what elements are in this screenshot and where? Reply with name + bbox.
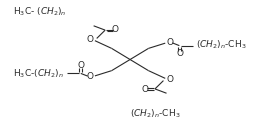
Text: O: O xyxy=(87,72,94,81)
Text: O: O xyxy=(166,38,173,47)
Text: $(CH_2)_n$-CH$_3$: $(CH_2)_n$-CH$_3$ xyxy=(196,39,246,51)
Text: O: O xyxy=(141,85,148,94)
Text: O: O xyxy=(87,35,94,44)
Text: H$_3$C-$(CH_2)_n$: H$_3$C-$(CH_2)_n$ xyxy=(14,68,64,80)
Text: O: O xyxy=(77,61,84,70)
Text: H$_3$C- $(CH_2)_n$: H$_3$C- $(CH_2)_n$ xyxy=(13,6,67,18)
Text: O: O xyxy=(176,49,183,58)
Text: O: O xyxy=(112,25,119,34)
Text: O: O xyxy=(166,75,173,84)
Text: $(CH_2)_n$-CH$_3$: $(CH_2)_n$-CH$_3$ xyxy=(130,107,181,120)
